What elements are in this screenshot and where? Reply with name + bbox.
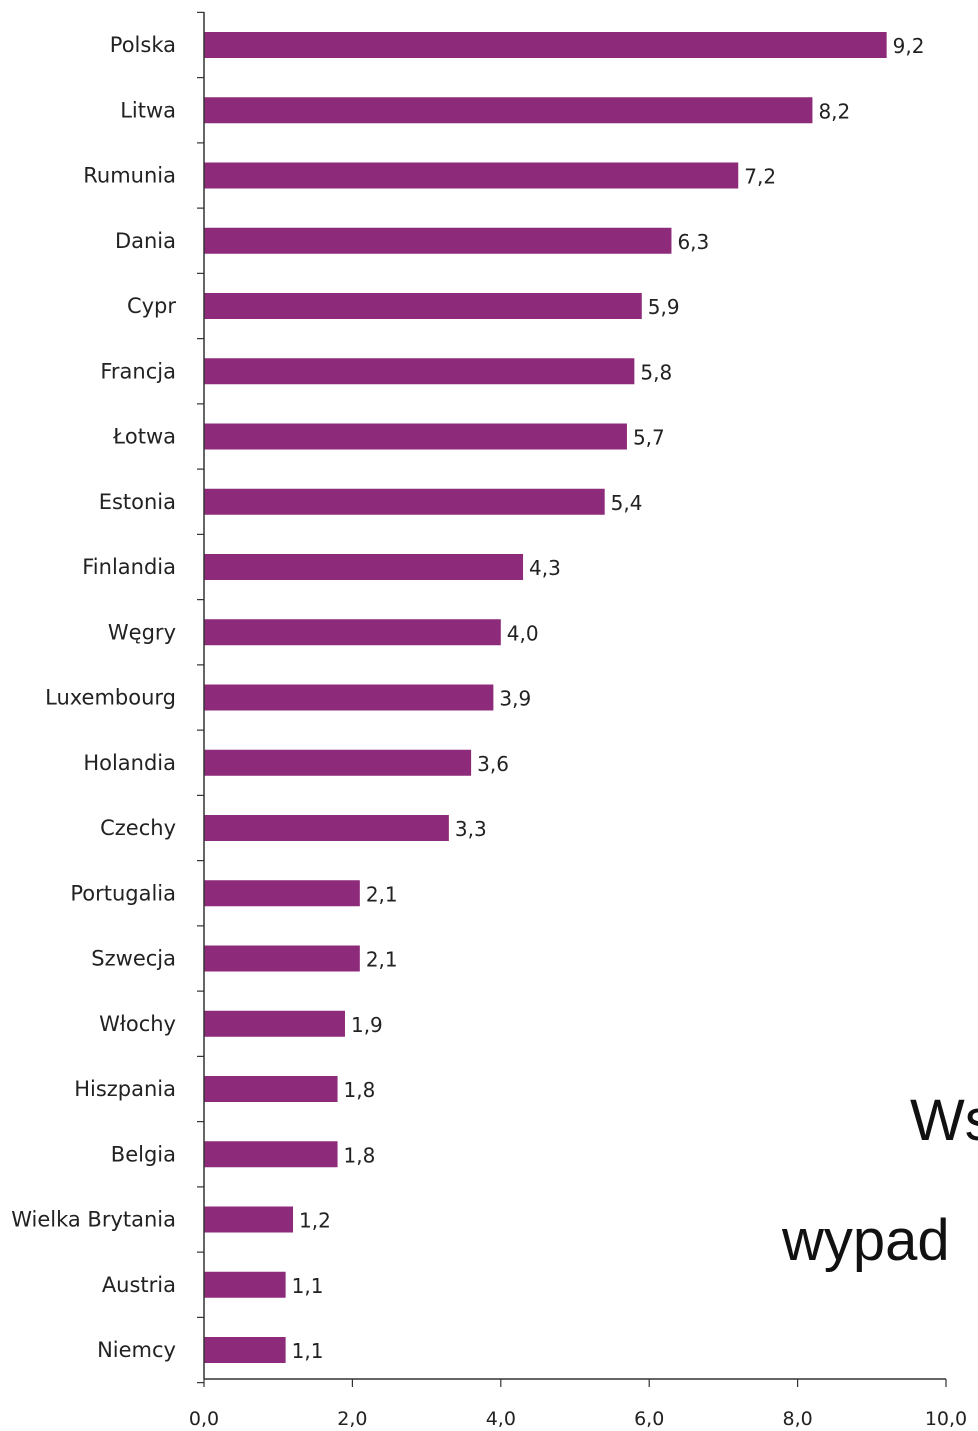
category-label-0: Polska — [110, 33, 176, 57]
value-label-1: 8,2 — [818, 99, 850, 123]
category-label-13: Portugalia — [70, 881, 176, 905]
bar-11 — [204, 749, 472, 776]
value-label-3: 6,3 — [677, 230, 709, 254]
bar-9 — [204, 619, 501, 646]
category-label-19: Austria — [102, 1273, 176, 1297]
x-tick-label-0: 0,0 — [189, 1408, 219, 1430]
value-label-15: 1,9 — [351, 1013, 383, 1037]
category-label-15: Włochy — [99, 1012, 176, 1036]
category-label-1: Litwa — [120, 98, 176, 122]
category-label-4: Cypr — [127, 294, 176, 318]
category-label-10: Luxembourg — [45, 686, 176, 710]
bar-16 — [204, 1076, 338, 1102]
value-label-10: 3,9 — [499, 687, 531, 711]
value-label-18: 1,2 — [299, 1209, 331, 1233]
x-tick-label-1: 2,0 — [337, 1408, 367, 1430]
bar-20 — [204, 1337, 286, 1363]
category-label-12: Czechy — [100, 816, 176, 840]
bar-1 — [204, 97, 813, 124]
bar-15 — [204, 1010, 345, 1037]
bar-0 — [204, 32, 887, 58]
x-tick-label-2: 4,0 — [486, 1408, 516, 1430]
value-label-8: 4,3 — [529, 556, 561, 580]
category-label-18: Wielka Brytania — [11, 1208, 176, 1232]
category-label-11: Holandia — [83, 751, 176, 775]
x-tick-label-4: 8,0 — [782, 1408, 812, 1430]
category-label-9: Węgry — [108, 620, 176, 644]
value-label-12: 3,3 — [455, 817, 487, 841]
value-label-13: 2,1 — [366, 882, 398, 906]
bar-19 — [204, 1271, 286, 1298]
category-label-2: Rumunia — [83, 164, 176, 188]
value-label-2: 7,2 — [744, 165, 776, 189]
value-label-0: 9,2 — [893, 34, 925, 58]
category-label-8: Finlandia — [82, 555, 176, 579]
x-tick-label-3: 6,0 — [634, 1408, 664, 1430]
bar-13 — [204, 880, 360, 907]
bar-6 — [204, 423, 627, 450]
bar-5 — [204, 358, 635, 385]
bar-10 — [204, 684, 494, 711]
bar-18 — [204, 1206, 294, 1233]
value-label-11: 3,6 — [477, 752, 509, 776]
category-label-7: Estonia — [99, 490, 176, 514]
bar-2 — [204, 162, 739, 189]
bar-4 — [204, 293, 642, 319]
axes: 0,0 2,0 4,0 6,0 8,0 10,0 — [189, 11, 967, 1430]
bar-12 — [204, 815, 449, 841]
category-label-16: Hiszpania — [74, 1077, 176, 1101]
category-label-6: Łotwa — [112, 425, 176, 449]
value-label-19: 1,1 — [292, 1274, 324, 1298]
value-label-5: 5,8 — [640, 360, 672, 384]
category-label-17: Belgia — [111, 1142, 176, 1166]
category-label-20: Niemcy — [97, 1338, 176, 1362]
value-label-4: 5,9 — [648, 295, 680, 319]
bar-3 — [204, 227, 672, 254]
bar-8 — [204, 554, 524, 580]
value-label-6: 5,7 — [633, 426, 665, 450]
x-tick-label-5: 10,0 — [925, 1408, 967, 1430]
value-label-16: 1,8 — [344, 1078, 376, 1102]
value-label-17: 1,8 — [344, 1143, 376, 1167]
category-label-3: Dania — [115, 229, 176, 253]
category-label-5: Francja — [100, 359, 176, 383]
category-label-14: Szwecja — [91, 947, 176, 971]
side-text-line-1: Ws — [910, 1088, 978, 1153]
bars-layer: Polska 9,2 Litwa 8,2 Rumunia 7,2 Dania 6,3 Cypr 5… — [11, 32, 924, 1363]
bar-17 — [204, 1141, 338, 1168]
value-label-14: 2,1 — [366, 948, 398, 972]
value-label-20: 1,1 — [292, 1339, 324, 1363]
value-label-7: 5,4 — [611, 491, 643, 515]
value-label-9: 4,0 — [507, 621, 539, 645]
side-text-line-2: wypad — [781, 1208, 950, 1273]
bar-14 — [204, 945, 360, 972]
bar-7 — [204, 488, 605, 515]
